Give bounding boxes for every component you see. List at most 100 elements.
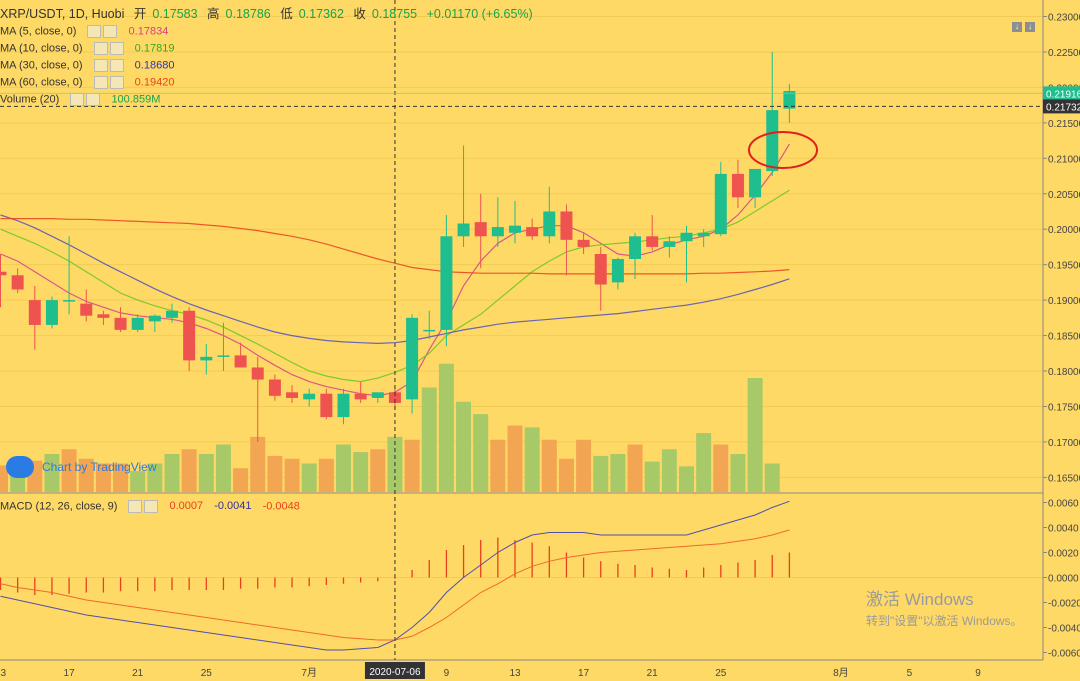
indicator-ma30[interactable]: MA (30, close, 0) 0.18680 [0,59,174,75]
volume-bar [593,455,609,492]
close-icon[interactable] [109,59,124,72]
volume-bar [764,463,780,492]
candle-body [114,317,127,330]
candle-body [423,329,436,332]
ma-line [0,218,790,275]
volume-bar [679,466,694,492]
candle-body [28,300,41,325]
volume-bar [370,449,386,492]
candle-body [731,173,744,198]
indicator-label: MA (5, close, 0) [0,25,77,38]
close-icon[interactable] [103,25,118,38]
volume-bar [267,455,283,492]
candle-body [388,392,401,403]
candle-body [749,168,762,198]
candle-body [509,225,521,233]
candle-body [337,393,350,418]
settings-icon[interactable] [87,25,102,38]
candle-body [697,232,710,237]
candle-body [80,303,93,316]
volume-bar [215,444,231,492]
volume-bar [421,387,437,492]
annotation-circle [748,131,818,169]
indicator-value: 0.19420 [134,76,175,89]
indicator-volume[interactable]: Volume (20) 100.859M [0,93,160,109]
close-icon[interactable] [109,42,124,55]
volume-bar [130,471,146,492]
candle-body [474,222,487,237]
time-tick-label: 9 [444,668,450,679]
indicator-ma60[interactable]: MA (60, close, 0) 0.19420 [0,76,174,92]
volume-bar [456,401,472,492]
crosshair-price-label: 0.21732 [1046,102,1080,113]
indicator-ma5[interactable]: MA (5, close, 0) 0.17834 [0,25,168,41]
candle-body [354,393,367,400]
candle-body [577,239,590,247]
settings-icon[interactable] [128,500,143,513]
candle-body [526,227,539,237]
time-tick-label: 13 [509,668,521,679]
volume-bar [541,439,557,492]
symbol-title[interactable]: XRP/USDT, 1D, Huobi [0,7,125,21]
grid-lines [0,16,1043,478]
volume-bar [181,449,197,492]
indicator-label: MACD (12, 26, close, 9) [0,500,118,513]
macd-tick-label: -0.0060 [1048,649,1080,660]
indicator-label: MA (10, close, 0) [0,42,83,55]
volume-bar [558,458,574,492]
crosshair-date-tag [364,662,425,679]
candle-body [0,271,7,276]
volume-bar [747,378,763,492]
candle-body [131,317,144,330]
candle-body [97,314,110,318]
high-label: 高 [207,7,220,21]
candle-body [148,315,161,322]
macd-tick-label: 0.0060 [1048,499,1079,510]
indicator-label: Volume (20) [0,93,60,106]
indicator-label: MA (60, close, 0) [0,76,83,89]
indicator-controls [87,25,119,38]
volume-bar [490,439,506,492]
tradingview-watermark[interactable]: Chart by TradingView [6,456,157,478]
windows-activation-notice: 激活 Windows 转到"设置"以激活 Windows。 [866,585,1023,629]
volume-bar [524,427,540,492]
volume-bar [61,449,77,492]
close-icon[interactable] [86,93,101,106]
volume-bar [250,436,266,492]
settings-icon[interactable] [93,76,108,89]
volume-bar [730,454,746,492]
candle-body [217,355,230,357]
macd-tick-label: 0.0020 [1048,549,1079,560]
scale-down-icon[interactable]: ↓ [1012,22,1022,32]
indicator-ma10[interactable]: MA (10, close, 0) 0.17819 [0,42,174,58]
scale-up-icon[interactable]: ↓ [1025,22,1035,32]
volume-bar [113,463,129,492]
candlesticks[interactable] [0,51,796,442]
settings-icon[interactable] [70,93,85,106]
time-axis[interactable]: 13 17 21 25 7月 9 13 17 21 25 8月 5 9 [0,667,981,679]
volume-bar [301,463,317,492]
time-tick-label: 21 [132,668,144,679]
settings-icon[interactable] [93,59,108,72]
close-icon[interactable] [144,500,159,513]
indicator-macd[interactable]: MACD (12, 26, close, 9) 0.0007 -0.0041 -… [0,500,300,516]
volume-bar [44,454,60,492]
settings-icon[interactable] [93,42,108,55]
candle-body [766,110,779,172]
time-tick-label: 25 [715,668,727,679]
time-tick-label: 17 [578,668,590,679]
close-icon[interactable] [109,76,124,89]
time-tick-label: 9 [975,668,981,679]
open-label: 开 [133,7,147,21]
low-value: 0.17362 [298,7,344,21]
candle-body [251,367,264,380]
indicator-controls [93,76,126,89]
candle-body [629,236,642,259]
